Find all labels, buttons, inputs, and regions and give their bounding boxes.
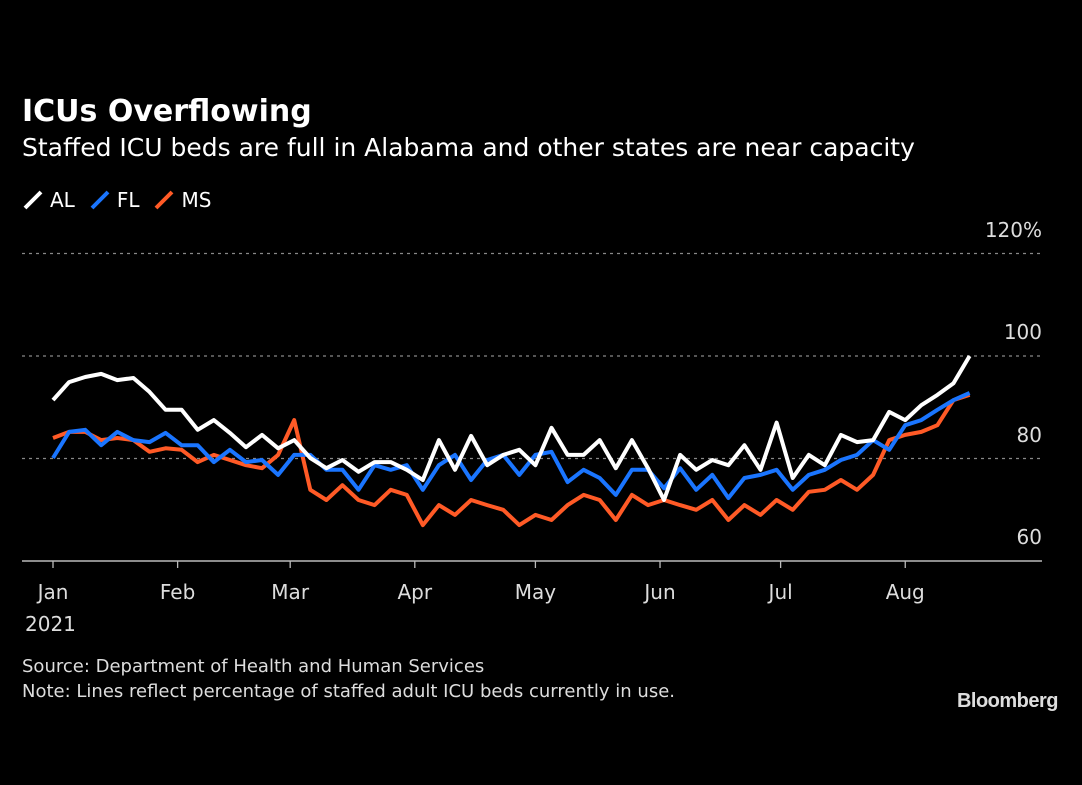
legend-swatch-ms [155, 190, 174, 210]
series-line-al [51, 354, 972, 502]
x-tick-label-jun: Jun [644, 580, 676, 604]
legend-item-al: AL [22, 188, 75, 212]
y-tick-label-60: 60 [1016, 525, 1042, 549]
legend-item-ms: MS [153, 188, 211, 212]
chart-subtitle: Staffed ICU beds are full in Alabama and… [22, 133, 915, 162]
y-tick-label-120: 120% [984, 218, 1042, 242]
x-tick-label-jan: Jan [37, 580, 69, 604]
x-tick-label-may: May [514, 580, 557, 604]
y-tick-label-80: 80 [1016, 423, 1042, 447]
legend-swatch-al [23, 190, 43, 210]
x-tick-label-aug: Aug [885, 580, 925, 604]
footnote: Note: Lines reflect percentage of staffe… [22, 681, 675, 702]
series-line-fl [51, 391, 971, 500]
source-note: Source: Department of Health and Human S… [22, 656, 485, 677]
x-year-label: 2021 [25, 612, 76, 636]
x-tick-label-apr: Apr [397, 580, 433, 604]
legend-label-fl: FL [116, 188, 140, 212]
legend-item-fl: FL [89, 188, 140, 212]
y-tick-label-100: 100 [1003, 320, 1042, 344]
bloomberg-logo: Bloomberg [956, 690, 1059, 712]
legend-swatch-fl [90, 190, 110, 210]
legend-label-ms: MS [181, 188, 212, 212]
series-line-ms [52, 392, 971, 528]
legend-label-al: AL [50, 188, 75, 212]
chart-title: ICUs Overflowing [22, 94, 312, 129]
x-tick-label-mar: Mar [271, 580, 310, 604]
legend: AL FL MS [22, 188, 211, 212]
x-tick-label-feb: Feb [159, 580, 196, 604]
x-tick-label-jul: Jul [768, 580, 793, 604]
